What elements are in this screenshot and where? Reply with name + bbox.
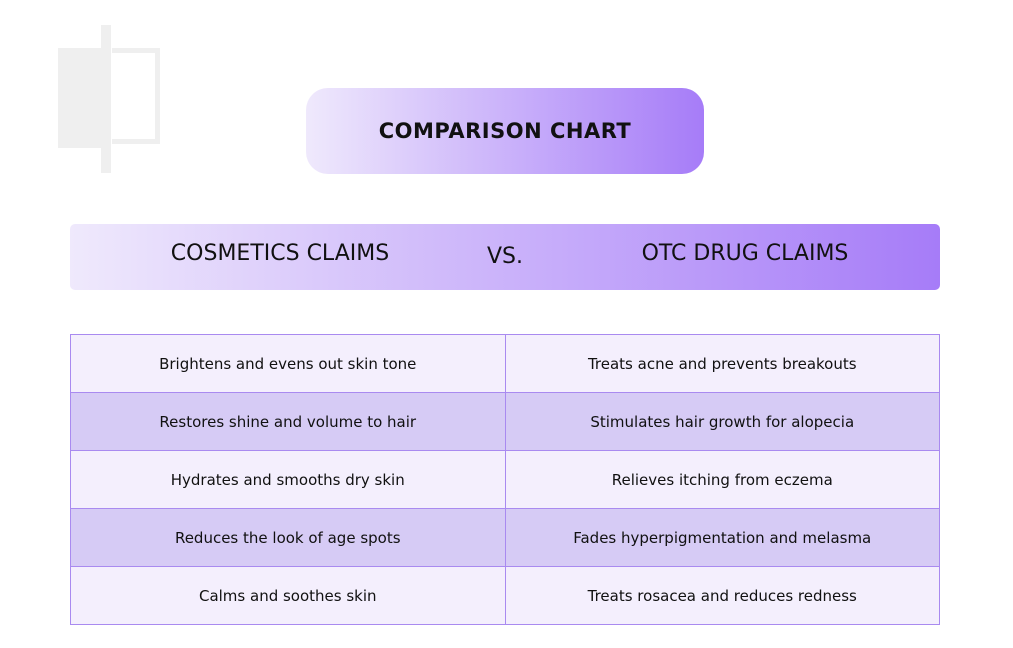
right-heading: OTC DRUG CLAIMS [641,241,849,266]
title: COMPARISON CHART [378,119,632,143]
table-row: Restores shine and volume to hair Stimula… [70,392,940,451]
table-cell: Calms and soothes skin [70,566,506,625]
comparison-table: Brightens and evens out skin tone Treats … [70,334,940,625]
table-cell: Restores shine and volume to hair [70,392,506,451]
logo [112,48,160,144]
table-cell: Treats rosacea and reduces redness [504,566,940,625]
title-box: COMPARISON CHART [306,88,704,174]
table-cell: Treats acne and prevents breakouts [504,334,940,393]
table-cell: Fades hyperpigmentation and melasma [504,508,940,567]
table-cell: Stimulates hair growth for alopecia [504,392,940,451]
vs: VS. [486,244,523,269]
table-row: Hydrates and smooths dry skin Relieves it… [70,450,940,509]
left-heading: COSMETICS CLAIMS [170,241,390,266]
column-header: COSMETICS CLAIMS VS. OTC DRUG CLAIMS [70,224,940,290]
table-row: Brightens and evens out skin tone Treats … [70,334,940,393]
table-row: Calms and soothes skin Treats rosacea and… [70,566,940,625]
logo [58,48,106,148]
table-cell: Brightens and evens out skin tone [70,334,506,393]
table-row: Reduces the look of age spots Fades hyper… [70,508,940,567]
table-cell: Relieves itching from eczema [504,450,940,509]
table-cell: Hydrates and smooths dry skin [70,450,506,509]
table-cell: Reduces the look of age spots [70,508,506,567]
logo [101,25,111,173]
